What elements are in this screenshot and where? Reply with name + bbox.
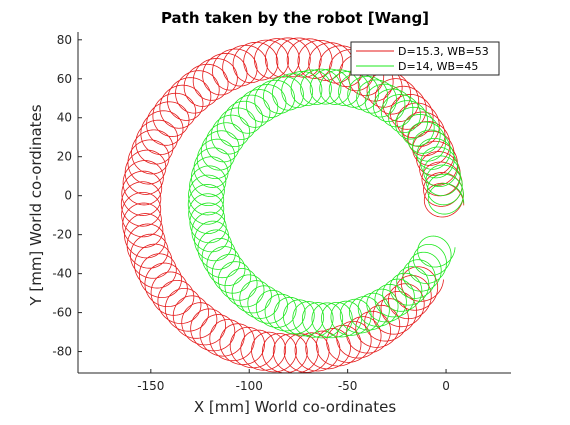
plot-area: [120, 37, 465, 373]
y-tick-label: -40: [52, 267, 72, 281]
y-tick-label: 20: [57, 150, 72, 164]
y-tick-label: 80: [57, 33, 72, 47]
x-tick-label: -150: [137, 379, 164, 393]
y-tick-label: 40: [57, 111, 72, 125]
series-line-1: [120, 37, 465, 373]
y-tick-label: -80: [52, 345, 72, 359]
x-tick-label: -50: [338, 379, 358, 393]
x-axis-label: X [mm] World co-ordinates: [194, 398, 396, 416]
y-tick-label: 0: [64, 189, 72, 203]
chart-title: Path taken by the robot [Wang]: [161, 9, 429, 27]
x-tick-label: 0: [442, 379, 450, 393]
axes: [77, 32, 511, 374]
legend-label-series-2: D=14, WB=45: [398, 60, 478, 73]
legend-label-series-1: D=15.3, WB=53: [398, 45, 489, 58]
ticks: -150 -100 -50 0 -80 -60 -40 -20 0 20 40 60 80: [52, 33, 449, 393]
y-tick-label: -60: [52, 306, 72, 320]
x-tick-label: -100: [236, 379, 263, 393]
series-line-2: [187, 68, 465, 339]
y-tick-label: -20: [52, 228, 72, 242]
y-axis-label: Y [mm] World co-ordinates: [27, 104, 45, 306]
y-tick-label: 60: [57, 72, 72, 86]
legend-box: [350, 41, 500, 76]
legend: D=15.3, WB=53 D=14, WB=45: [350, 41, 500, 76]
